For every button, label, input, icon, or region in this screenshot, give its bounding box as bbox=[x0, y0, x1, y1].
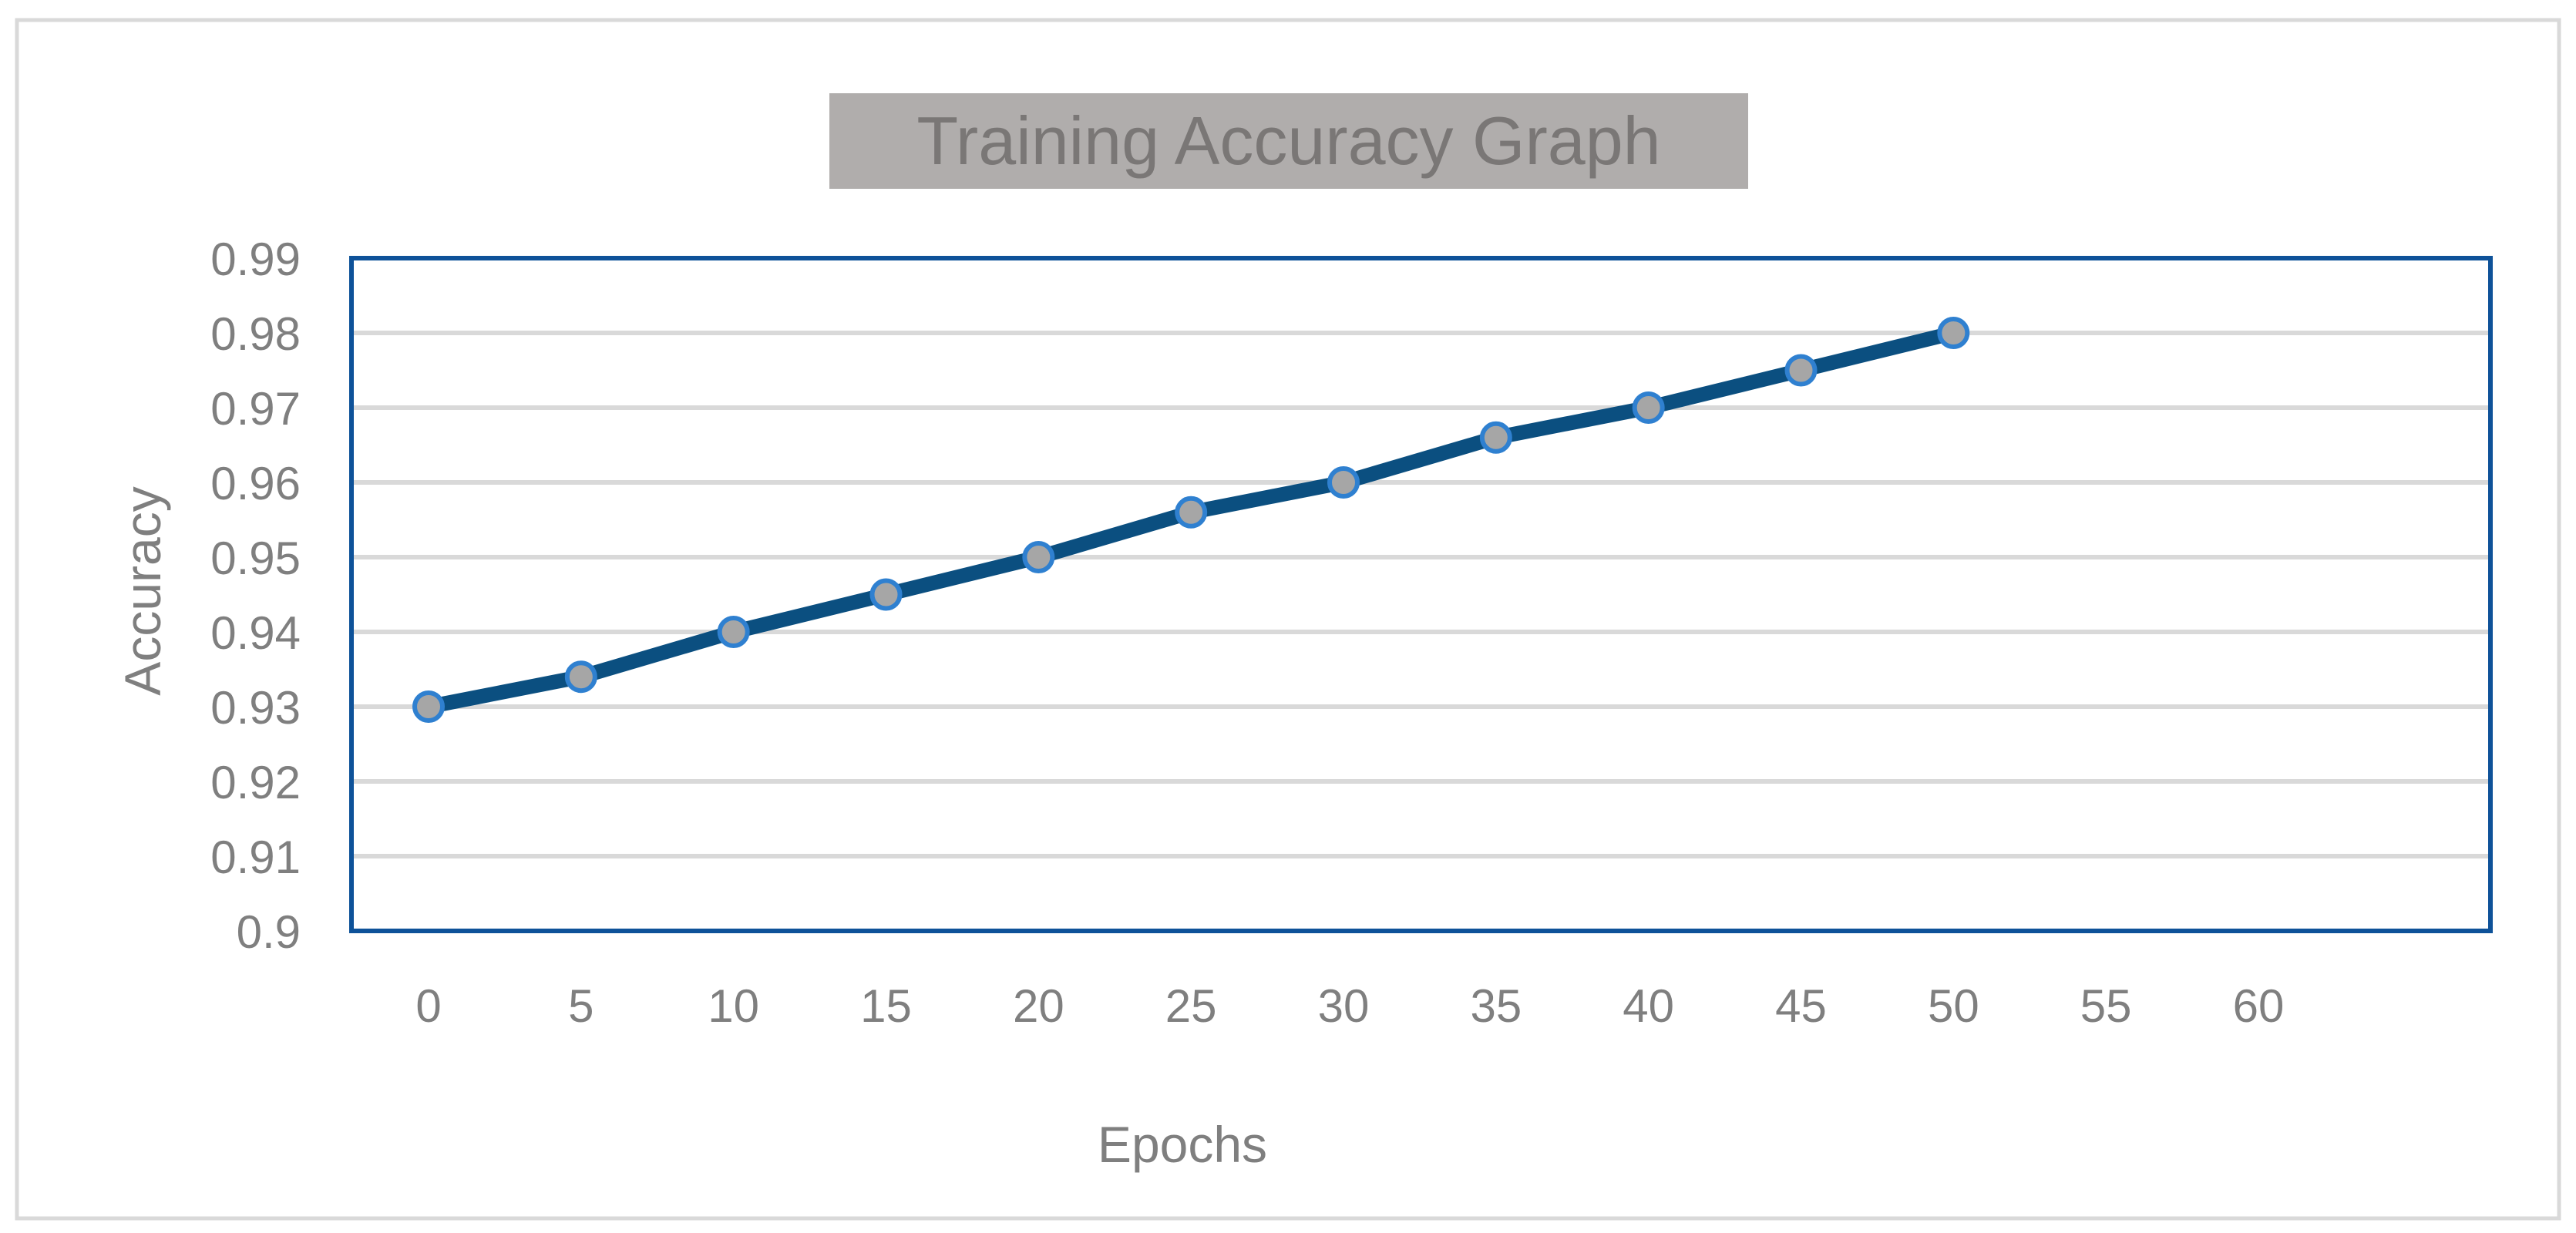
data-point bbox=[869, 578, 903, 611]
x-tick-label: 0 bbox=[415, 980, 441, 1032]
y-tick-label: 0.97 bbox=[210, 383, 301, 435]
x-tick-label: 20 bbox=[1013, 980, 1064, 1032]
y-tick-labels: 0.9 0.91 0.92 0.93 0.94 0.95 0.96 0.97 0.98 0.99 bbox=[210, 233, 301, 958]
x-tick-label: 40 bbox=[1623, 980, 1674, 1032]
y-axis-label: Accuracy bbox=[114, 486, 171, 695]
data-point bbox=[1327, 466, 1360, 499]
x-tick-label: 55 bbox=[2080, 980, 2132, 1032]
y-tick-label: 0.95 bbox=[210, 533, 301, 584]
y-tick-label: 0.99 bbox=[210, 233, 301, 285]
data-point bbox=[1479, 421, 1512, 454]
data-point bbox=[1937, 317, 1970, 349]
data-point-markers bbox=[412, 317, 1970, 723]
y-tick-label: 0.96 bbox=[210, 458, 301, 509]
x-tick-label: 45 bbox=[1775, 980, 1827, 1032]
data-point bbox=[717, 616, 750, 648]
data-point bbox=[1784, 354, 1818, 387]
chart-title: Training Accuracy Graph bbox=[916, 102, 1660, 179]
data-point bbox=[1175, 496, 1208, 529]
x-tick-label: 35 bbox=[1470, 980, 1522, 1032]
y-tick-label: 0.9 bbox=[237, 906, 301, 958]
y-tick-label: 0.92 bbox=[210, 757, 301, 808]
x-tick-label: 50 bbox=[1928, 980, 1979, 1032]
x-tick-label: 5 bbox=[568, 980, 594, 1032]
data-point bbox=[564, 660, 597, 694]
data-point bbox=[412, 690, 445, 723]
chart-title-background bbox=[829, 93, 1748, 189]
x-tick-label: 25 bbox=[1165, 980, 1217, 1032]
x-tick-labels: 0 5 10 15 20 25 30 35 40 45 50 55 60 bbox=[415, 980, 2284, 1032]
y-tick-label: 0.98 bbox=[210, 308, 301, 360]
y-tick-label: 0.91 bbox=[210, 832, 301, 883]
plot-area-border bbox=[349, 256, 2493, 933]
chart-outer-border bbox=[15, 18, 2561, 1221]
x-tick-label: 60 bbox=[2233, 980, 2285, 1032]
y-tick-label: 0.94 bbox=[210, 607, 301, 659]
x-axis-label: Epochs bbox=[1098, 1116, 1267, 1173]
y-tick-label: 0.93 bbox=[210, 682, 301, 734]
data-point bbox=[1632, 391, 1665, 424]
x-tick-label: 15 bbox=[860, 980, 912, 1032]
x-tick-label: 10 bbox=[708, 980, 759, 1032]
x-tick-label: 30 bbox=[1318, 980, 1370, 1032]
data-point bbox=[1022, 541, 1055, 573]
